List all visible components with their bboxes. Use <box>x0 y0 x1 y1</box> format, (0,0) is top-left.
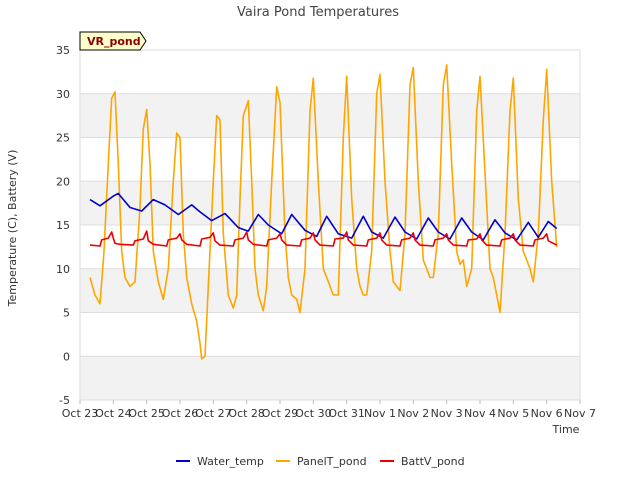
plot-area <box>79 49 581 401</box>
y-tick-label: 15 <box>56 219 70 232</box>
plot-band <box>80 93 580 138</box>
series-layer <box>89 64 558 360</box>
x-tick-label: Nov 3 <box>431 407 463 420</box>
x-tick-label: Oct 31 <box>328 407 365 420</box>
chart-title: Vaira Pond Temperatures <box>237 5 399 20</box>
legend-label: Water_temp <box>197 455 264 468</box>
x-tick-label: Oct 30 <box>295 407 332 420</box>
series-line-panelt-pond <box>89 64 558 360</box>
y-axis-label: Temperature (C), Battery (V) <box>6 150 19 308</box>
plot-band <box>80 181 580 225</box>
legend-label: BattV_pond <box>401 455 465 468</box>
site-badge: VR_pond <box>79 31 147 51</box>
x-tick-label: Nov 1 <box>364 407 396 420</box>
x-tick-label: Nov 4 <box>464 407 496 420</box>
x-tick-label: Nov 6 <box>531 407 563 420</box>
y-tick-label: -5 <box>59 394 70 407</box>
x-tick-label: Oct 28 <box>228 407 265 420</box>
plot-band <box>80 356 580 400</box>
legend: Water_temp PanelT_pond BattV_pond <box>176 455 465 468</box>
plot-band <box>80 268 580 313</box>
badge-label: VR_pond <box>87 35 141 48</box>
x-axis-label: Time <box>552 423 580 436</box>
x-tick-label: Oct 24 <box>95 407 132 420</box>
legend-label: PanelT_pond <box>297 455 367 468</box>
y-tick-label: 0 <box>63 350 70 363</box>
y-axis-ticks: -5 0 5 10 15 20 25 30 35 <box>56 44 70 407</box>
plot-bands <box>80 93 580 400</box>
x-tick-label: Nov 7 <box>564 407 596 420</box>
y-tick-label: 5 <box>63 307 70 320</box>
x-tick-label: Oct 23 <box>62 407 99 420</box>
y-tick-label: 35 <box>56 44 70 57</box>
y-tick-label: 20 <box>56 175 70 188</box>
x-tick-label: Nov 5 <box>497 407 529 420</box>
y-tick-label: 25 <box>56 132 70 145</box>
x-tick-label: Oct 29 <box>262 407 299 420</box>
x-tick-label: Oct 25 <box>128 407 165 420</box>
x-tick-label: Nov 2 <box>397 407 429 420</box>
series-line-water-temp <box>89 192 558 241</box>
badge-shape <box>79 31 147 51</box>
y-tick-label: 10 <box>56 263 70 276</box>
y-tick-label: 30 <box>56 88 70 101</box>
x-tick-label: Oct 27 <box>195 407 232 420</box>
series-line-battv-pond <box>89 230 558 247</box>
x-tick-label: Oct 26 <box>162 407 199 420</box>
